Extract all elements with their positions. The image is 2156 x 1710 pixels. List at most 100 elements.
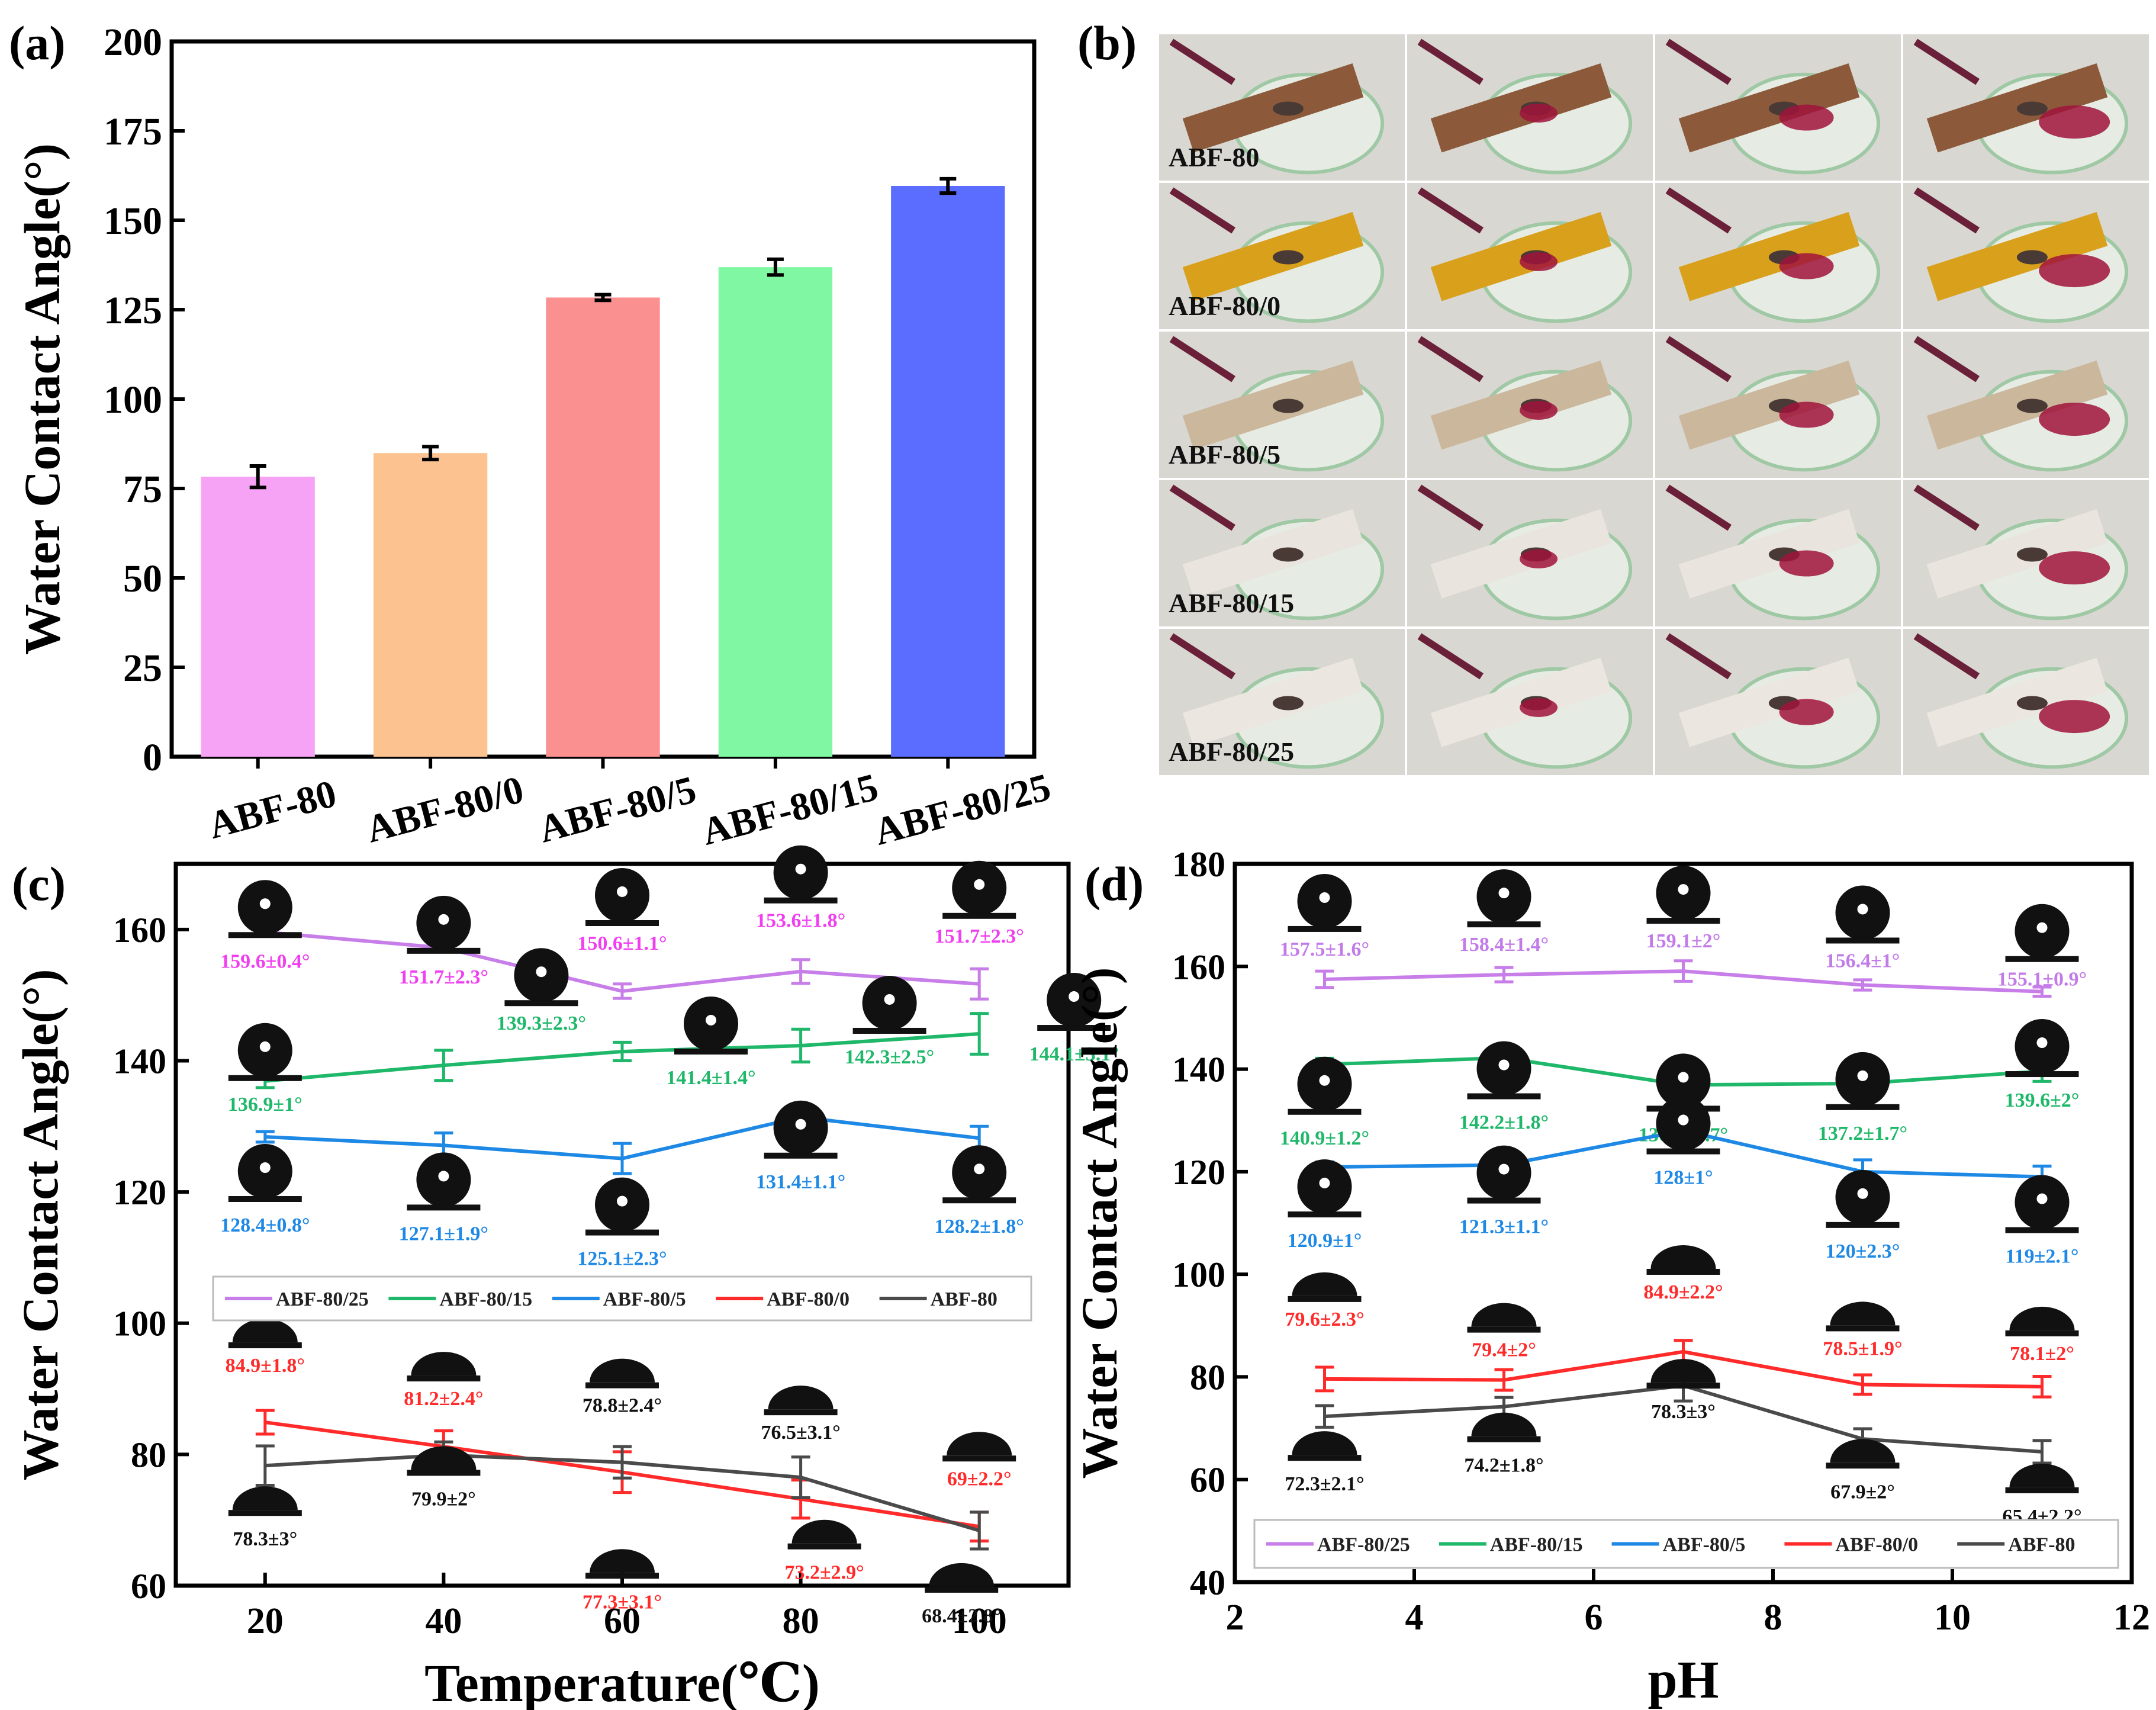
photo-cell bbox=[1655, 34, 1901, 181]
droplet-image bbox=[1467, 869, 1541, 928]
y-tick-label: 160 bbox=[113, 911, 166, 950]
droplet-image bbox=[1288, 1056, 1362, 1115]
bar bbox=[201, 477, 315, 757]
substrate bbox=[228, 1196, 302, 1203]
error-bar bbox=[939, 176, 957, 195]
powder bbox=[2016, 250, 2048, 265]
droplet-highlight bbox=[2036, 922, 2048, 933]
droplet-image bbox=[585, 867, 659, 926]
substrate bbox=[407, 1470, 481, 1476]
x-tick-label: 60 bbox=[604, 1601, 641, 1641]
row-label: ABF-80 bbox=[1169, 142, 1259, 172]
data-label: 78.5±1.9° bbox=[1823, 1338, 1902, 1359]
y-tick-label: 140 bbox=[113, 1042, 166, 1081]
droplet-image bbox=[852, 975, 926, 1034]
droplet-highlight bbox=[1857, 1070, 1868, 1081]
y-tick-label: 180 bbox=[1172, 845, 1225, 884]
x-tick-label: 8 bbox=[1764, 1597, 1782, 1638]
droplet-image bbox=[1467, 1412, 1541, 1442]
substrate bbox=[764, 1409, 838, 1416]
substrate bbox=[585, 1229, 659, 1236]
substrate bbox=[2005, 1071, 2079, 1078]
error-bar bbox=[791, 958, 810, 985]
droplet-image bbox=[1826, 885, 1900, 944]
legend-label: ABF-80/5 bbox=[1663, 1534, 1746, 1556]
data-label: 159.6±0.4° bbox=[220, 950, 310, 972]
data-label: 128.4±0.8° bbox=[220, 1214, 310, 1236]
data-label: 158.4±1.4° bbox=[1459, 934, 1549, 956]
pipette bbox=[1169, 484, 1235, 531]
substrate bbox=[228, 1075, 302, 1081]
panel-label-c: (c) bbox=[12, 857, 66, 911]
droplet-highlight bbox=[259, 1162, 271, 1174]
droplet-image bbox=[942, 1145, 1016, 1204]
red-liquid bbox=[2039, 105, 2110, 139]
row-label: ABF-80/25 bbox=[1169, 737, 1294, 767]
droplet-image bbox=[2005, 1175, 2079, 1233]
photo-cell bbox=[1407, 332, 1653, 478]
pipette bbox=[1417, 633, 1484, 680]
droplet-highlight bbox=[1069, 991, 1080, 1002]
droplet-image bbox=[2005, 1463, 2079, 1493]
error-bar bbox=[1674, 959, 1693, 983]
data-label: 121.3±1.1° bbox=[1459, 1216, 1549, 1238]
droplet-highlight bbox=[1498, 1059, 1510, 1071]
y-tick-label: 50 bbox=[123, 557, 162, 600]
y-tick-label: 60 bbox=[131, 1567, 166, 1606]
y-tick-label: 0 bbox=[143, 736, 162, 779]
droplet-highlight bbox=[795, 863, 806, 875]
red-liquid bbox=[2039, 700, 2110, 734]
droplet-image bbox=[942, 1432, 1016, 1462]
droplet-image bbox=[1288, 873, 1362, 932]
row-label: ABF-80/5 bbox=[1169, 439, 1280, 470]
error-bar bbox=[613, 982, 632, 1000]
data-label: 139.6±2° bbox=[2005, 1089, 2080, 1111]
droplet-image bbox=[674, 996, 748, 1055]
pipette bbox=[1665, 484, 1732, 531]
red-liquid bbox=[1779, 550, 1834, 577]
droplet-image bbox=[1288, 1431, 1362, 1461]
panel-label-d: (d) bbox=[1085, 857, 1144, 911]
pipette bbox=[1417, 187, 1484, 234]
red-liquid bbox=[1520, 401, 1558, 420]
droplet bbox=[791, 1519, 857, 1544]
error-bar bbox=[2032, 1439, 2052, 1465]
droplet-image bbox=[407, 1352, 481, 1382]
y-tick-label: 100 bbox=[1172, 1255, 1225, 1294]
error-bar bbox=[2032, 1375, 2052, 1399]
droplet-highlight bbox=[974, 1163, 985, 1175]
x-tick-label: 12 bbox=[2113, 1597, 2150, 1638]
substrate bbox=[1037, 1025, 1111, 1031]
substrate bbox=[1288, 1108, 1362, 1115]
droplet bbox=[1650, 1359, 1716, 1383]
substrate bbox=[1826, 1462, 1900, 1469]
error-bar bbox=[1315, 969, 1334, 989]
droplet-image bbox=[228, 880, 302, 938]
y-axis-title: Water Contact Angle(°) bbox=[1071, 967, 1128, 1479]
droplet-highlight bbox=[438, 914, 449, 925]
droplet-image bbox=[1646, 1245, 1720, 1275]
droplet bbox=[2009, 1463, 2075, 1487]
droplet-image bbox=[1826, 1439, 1900, 1469]
photo-cell bbox=[1159, 34, 1405, 181]
droplet bbox=[232, 1486, 298, 1510]
error-bar bbox=[1494, 966, 1514, 983]
data-label: 155.1±0.9° bbox=[1997, 969, 2087, 991]
error-bar bbox=[594, 292, 612, 303]
substrate bbox=[585, 1573, 659, 1579]
data-label: 78.3±3° bbox=[1651, 1401, 1716, 1423]
droplet bbox=[411, 1446, 477, 1470]
data-label: 120±2.3° bbox=[1826, 1240, 1900, 1262]
y-tick-label: 150 bbox=[104, 200, 162, 243]
data-label: 144.1±3.1° bbox=[1029, 1043, 1119, 1065]
substrate bbox=[942, 912, 1016, 919]
substrate bbox=[1288, 1455, 1362, 1461]
substrate bbox=[407, 1375, 481, 1382]
red-liquid bbox=[1779, 401, 1834, 428]
legend-label: ABF-80/25 bbox=[276, 1288, 369, 1310]
droplet-image bbox=[942, 860, 1016, 919]
red-liquid bbox=[2039, 254, 2110, 288]
data-label: 84.9±1.8° bbox=[226, 1355, 305, 1377]
photo-cell bbox=[1655, 183, 1901, 329]
panel-label-a: (a) bbox=[9, 16, 66, 70]
